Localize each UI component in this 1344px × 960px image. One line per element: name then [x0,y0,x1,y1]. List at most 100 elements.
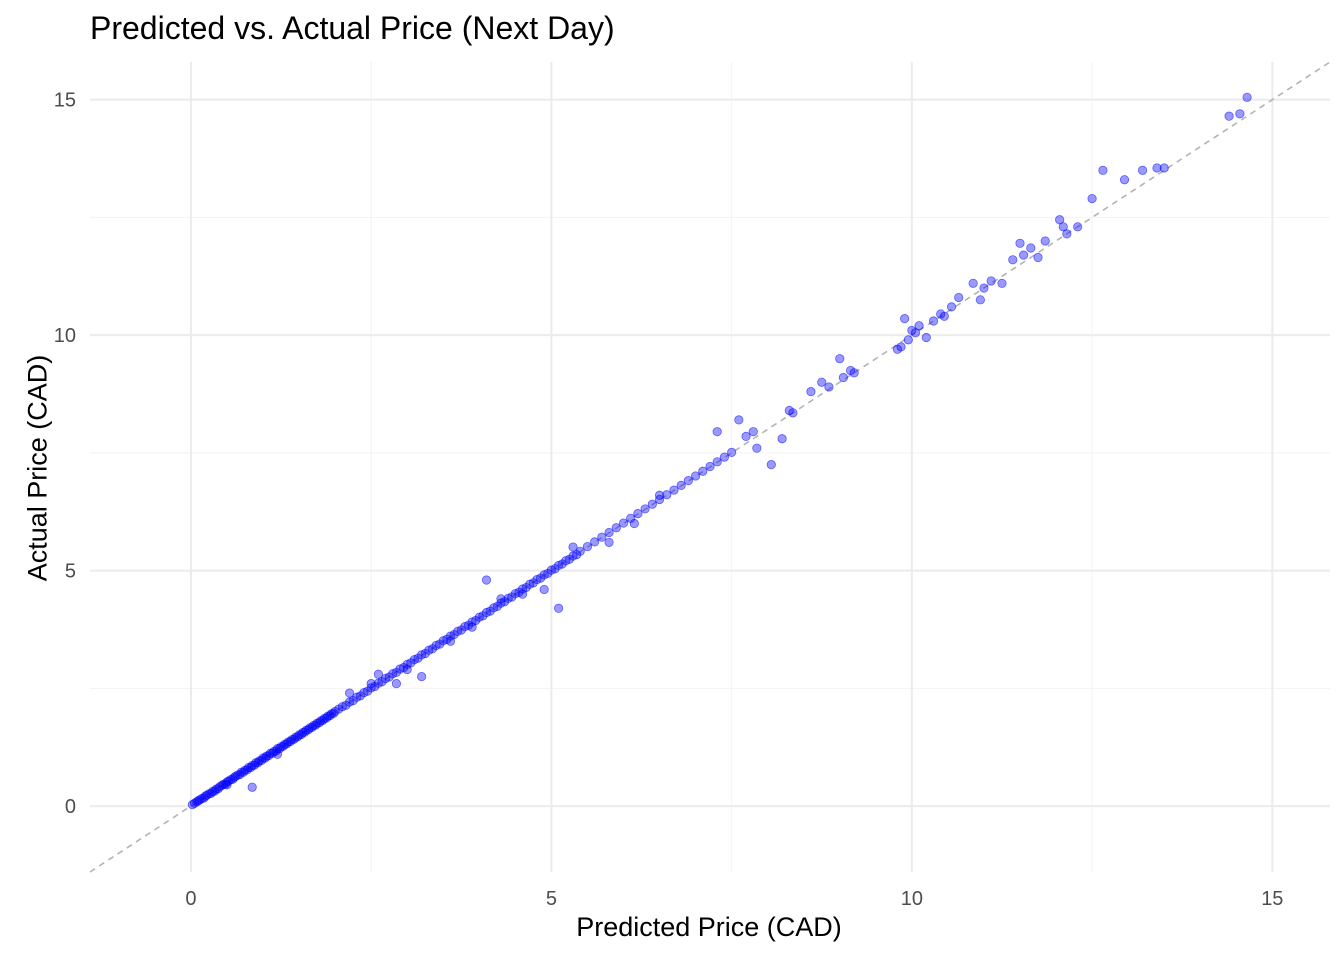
data-point [954,292,964,303]
y-tick-label: 5 [65,561,76,583]
data-point [478,611,488,621]
data-point [590,537,600,547]
data-point [611,523,621,533]
data-point [654,490,665,500]
data-point [626,513,636,523]
data-point [997,278,1007,288]
data-point [1058,222,1068,232]
data-point [391,667,401,677]
data-point [402,664,412,675]
data-point [946,302,957,312]
data-point [1119,175,1130,185]
data-point [222,780,232,790]
y-tick-label: 10 [54,325,76,347]
data-point [817,377,827,387]
data-point [456,625,466,635]
x-tick-labels: 0 5 10 15 [185,888,1283,910]
data-point [741,431,751,441]
data-point [481,575,492,585]
data-point [413,653,423,663]
data-point [975,295,985,305]
data-point [1026,243,1036,253]
reference-line [89,61,1331,873]
data-point [777,434,787,444]
data-point [1008,255,1018,265]
data-point [698,466,708,476]
data-point [341,700,351,710]
data-point [1152,163,1162,173]
data-point [748,427,758,437]
data-point [1033,252,1043,263]
data-point [496,594,506,604]
data-point [564,554,575,564]
chart-title: Predicted vs. Actual Price (Next Day) [90,10,615,46]
data-point [669,485,679,495]
data-point [928,316,939,326]
data-point [366,679,376,689]
data-point [247,782,257,792]
data-point [712,457,722,467]
y-tick-labels: 0 5 10 15 [54,90,76,818]
x-tick-label: 0 [185,888,196,910]
data-point [896,342,906,352]
data-point [618,518,629,528]
data-point [485,606,495,616]
data-point [986,276,996,286]
data-point [272,749,283,759]
data-point [384,672,394,682]
data-point [604,537,614,547]
y-tick-label: 0 [65,796,76,818]
data-point [1224,111,1234,121]
data-point [979,283,989,293]
data-point [788,408,798,418]
data-point [1040,236,1050,246]
data-point [507,592,517,602]
data-point [535,573,546,583]
data-point [568,542,578,552]
data-point [417,671,427,682]
data-point [734,415,744,425]
data-points [187,92,1252,810]
data-point [467,622,477,632]
data-point [900,314,910,324]
major-gridlines [90,62,1330,872]
data-point [640,504,650,514]
data-point [1062,229,1072,239]
data-point [1242,92,1252,102]
data-point [604,527,614,538]
data-point [719,452,730,462]
data-point [968,278,978,288]
data-point [557,559,567,569]
data-point [1098,165,1108,175]
data-point [1159,163,1169,173]
data-point [752,443,762,453]
data-point [550,564,560,574]
data-point [572,549,582,560]
data-point [377,677,387,687]
data-point [1019,250,1029,260]
data-point [348,695,358,706]
data-point [910,328,921,338]
x-tick-label: 5 [546,888,557,910]
data-point [690,471,701,481]
data-point [597,532,607,542]
data-point [835,354,845,364]
data-point [683,476,693,486]
y-tick-label: 15 [54,90,76,112]
data-point [1235,109,1245,119]
data-point [492,601,502,611]
data-point [373,669,383,679]
data-point [539,584,549,595]
data-point [712,427,722,437]
data-point [921,332,931,343]
minor-gridlines [90,62,1330,872]
data-point [662,490,672,500]
data-point [528,578,538,588]
data-point [445,636,456,646]
data-point [633,509,643,519]
data-point [939,311,949,321]
data-point [575,546,585,556]
x-tick-label: 10 [901,888,923,910]
data-point [391,679,401,689]
